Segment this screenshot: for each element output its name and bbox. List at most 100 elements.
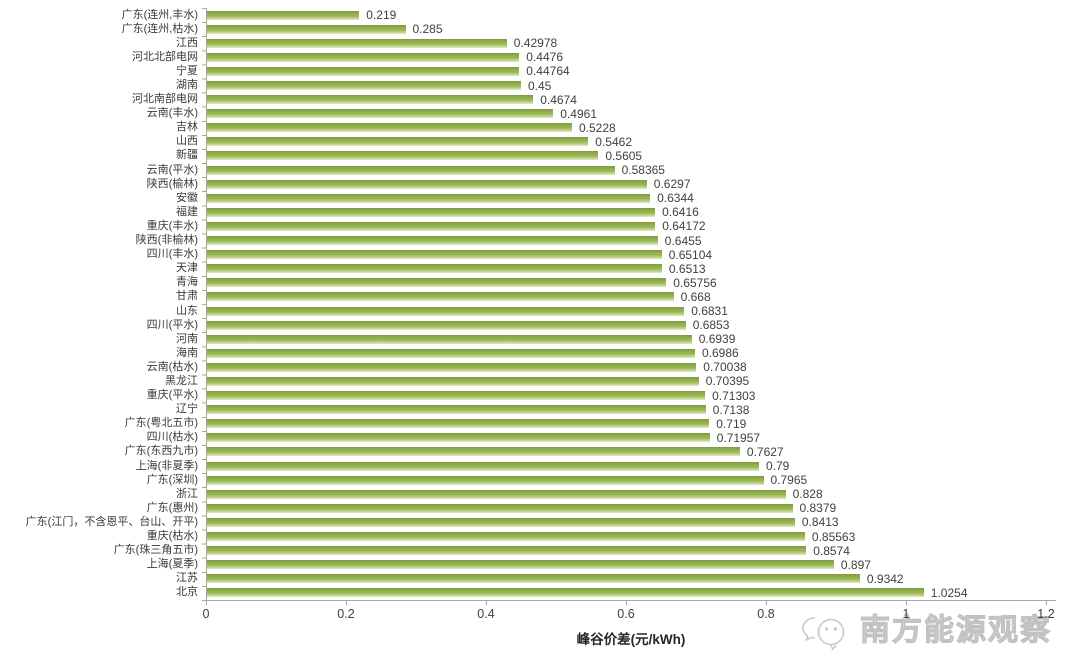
bar-row: 宁夏 0.44764	[0, 64, 1080, 78]
bar-track: 0.6344	[206, 191, 1080, 205]
bar-row: 海南 0.6986	[0, 346, 1080, 360]
bar-row: 黑龙江 0.70395	[0, 374, 1080, 388]
bar	[206, 81, 521, 91]
x-tick-label: 0.4	[477, 607, 495, 621]
bar-row: 辽宁 0.7138	[0, 403, 1080, 417]
category-label: 广东(深圳)	[146, 473, 198, 486]
category-label: 广东(珠三角五市)	[113, 544, 198, 557]
bar	[206, 278, 667, 288]
bar	[206, 546, 807, 556]
category-label: 河北北部电网	[132, 50, 198, 63]
bar-row: 山西 0.5462	[0, 135, 1080, 149]
bar-row: 江西 0.42978	[0, 36, 1080, 50]
bar-row: 浙江 0.828	[0, 487, 1080, 501]
bar	[206, 10, 360, 20]
bar-track: 0.8413	[206, 515, 1080, 529]
x-axis-tick-labels: 0 0.2 0.4 0.6 0.8 1 1.2	[0, 606, 1080, 626]
bar-track: 0.828	[206, 487, 1080, 501]
bar-row: 江苏 0.9342	[0, 572, 1080, 586]
value-label: 0.58365	[621, 163, 665, 178]
value-label: 0.45	[528, 78, 552, 93]
bar-track: 0.668	[206, 290, 1080, 304]
value-label: 0.668	[680, 289, 711, 304]
category-label: 新疆	[176, 149, 198, 162]
bar	[206, 306, 685, 316]
category-label: 云南(平水)	[146, 163, 198, 176]
category-label: 宁夏	[176, 64, 198, 77]
bar-row: 河北北部电网 0.4476	[0, 50, 1080, 64]
bar-track: 0.71303	[206, 389, 1080, 403]
value-label: 0.6297	[653, 177, 691, 192]
value-label: 0.8379	[799, 501, 837, 516]
value-label: 0.6831	[691, 304, 728, 319]
bar-row: 四川(平水) 0.6853	[0, 318, 1080, 332]
value-label: 0.71303	[712, 388, 756, 403]
bar-row: 广东(惠州) 0.8379	[0, 501, 1080, 515]
value-label: 0.219	[366, 8, 397, 23]
x-tick-label: 1.2	[1037, 607, 1055, 621]
bar-row: 四川(丰水) 0.65104	[0, 248, 1080, 262]
value-label: 0.8574	[813, 543, 850, 558]
category-label: 广东(连州,枯水)	[121, 22, 198, 35]
value-label: 0.65756	[673, 275, 717, 290]
value-label: 0.6455	[664, 233, 702, 248]
bar-track: 0.5605	[206, 149, 1080, 163]
bar-row: 山东 0.6831	[0, 304, 1080, 318]
value-label: 0.79	[766, 459, 790, 474]
bar	[206, 236, 658, 246]
bar	[206, 38, 507, 48]
bar	[206, 250, 662, 260]
bar-track: 0.6853	[206, 318, 1080, 332]
bar	[206, 137, 589, 147]
bar	[206, 433, 710, 443]
category-label: 广东(惠州)	[146, 501, 198, 514]
bar-row: 重庆(平水) 0.71303	[0, 389, 1080, 403]
bar-track: 0.8379	[206, 501, 1080, 515]
value-label: 0.70038	[703, 360, 747, 375]
bar	[206, 52, 520, 62]
watermark: 南方能源观察	[798, 608, 1052, 654]
category-label: 广东(江门，不含恩平、台山、开平)	[25, 515, 198, 528]
bar	[206, 405, 706, 415]
bar-track: 0.64172	[206, 219, 1080, 233]
bar	[206, 264, 662, 274]
y-axis-line	[206, 8, 207, 601]
x-tick-label: 0.2	[337, 607, 355, 621]
bar	[206, 532, 805, 542]
bar	[206, 376, 699, 386]
category-label: 安徽	[176, 191, 198, 204]
category-label: 山东	[176, 304, 198, 317]
bar-row: 陕西(非榆林) 0.6455	[0, 234, 1080, 248]
bar	[206, 221, 656, 231]
bar-row: 上海(夏季) 0.897	[0, 558, 1080, 572]
bar	[206, 461, 759, 471]
category-label: 海南	[176, 346, 198, 359]
bar	[206, 588, 924, 598]
bar-row: 云南(平水) 0.58365	[0, 163, 1080, 177]
bar-row: 湖南 0.45	[0, 78, 1080, 92]
bar-track: 0.6297	[206, 177, 1080, 191]
value-label: 0.6416	[662, 205, 699, 220]
value-label: 0.70395	[705, 374, 750, 389]
bar-row: 广东(粤北五市) 0.719	[0, 417, 1080, 431]
bar-track: 0.6986	[206, 346, 1080, 360]
bar	[206, 489, 786, 499]
bar-track: 0.70038	[206, 360, 1080, 374]
bar-track: 0.71957	[206, 431, 1080, 445]
bar-track: 0.719	[206, 417, 1080, 431]
category-label: 河南	[176, 332, 198, 345]
x-axis-title: 峰谷价差(元/kWh)	[576, 632, 686, 647]
value-label: 0.44764	[526, 64, 570, 79]
category-label: 四川(平水)	[146, 318, 198, 331]
y-axis-ticks	[202, 8, 206, 602]
bar-track: 0.79	[206, 459, 1080, 473]
value-label: 0.7965	[770, 473, 808, 488]
bar-track: 0.42978	[206, 36, 1080, 50]
value-label: 0.8413	[801, 515, 839, 530]
value-label: 0.6986	[702, 346, 739, 361]
bar-track: 0.65104	[206, 248, 1080, 262]
bar-row: 福建 0.6416	[0, 205, 1080, 219]
bar	[206, 560, 834, 570]
bar-track: 0.6455	[206, 234, 1080, 248]
